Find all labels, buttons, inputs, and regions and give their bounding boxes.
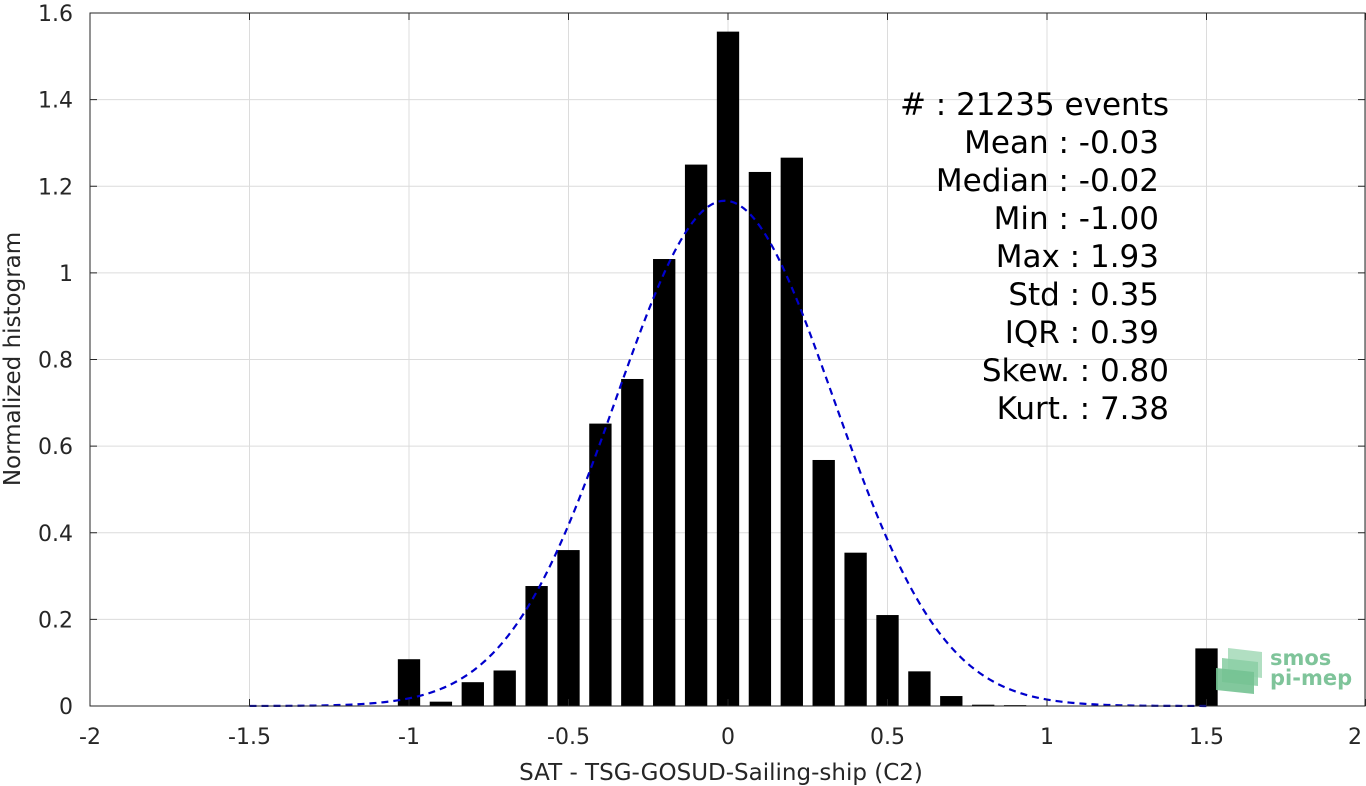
histogram-bar — [1195, 648, 1218, 706]
histogram-bar — [493, 670, 516, 706]
y-axis-tick-labels: 0 0.2 0.4 0.6 0.8 1 1.2 1.4 1.6 — [38, 2, 73, 720]
histogram-bar — [589, 423, 612, 706]
stat-line: Std : 0.35 — [1008, 277, 1159, 313]
x-tick-label: 2 — [1348, 725, 1362, 750]
histogram-bar — [876, 615, 899, 706]
histogram-bar — [812, 459, 835, 706]
histogram-bar — [621, 378, 644, 706]
stat-line: Kurt. : 7.38 — [997, 391, 1169, 427]
x-axis-label: SAT - TSG-GOSUD-Sailing-ship (C2) — [519, 760, 923, 786]
x-tick-label: -1.5 — [228, 725, 271, 750]
y-tick-label: 0.8 — [38, 349, 73, 374]
x-axis-tick-labels: -2 -1.5 -1 -0.5 0 0.5 1 1.5 2 — [79, 725, 1362, 750]
histogram-bar — [780, 157, 803, 706]
x-tick-label: 1.5 — [1189, 725, 1224, 750]
histogram-bar — [653, 259, 676, 706]
logo-stack-icon — [1216, 648, 1262, 694]
y-tick-label: 1.6 — [38, 2, 73, 27]
y-tick-label: 1.2 — [38, 175, 73, 200]
x-tick-label: -1 — [398, 725, 420, 750]
y-axis-label: Normalized histogram — [0, 232, 26, 486]
stat-line: Median : -0.02 — [936, 163, 1159, 199]
logo-text-smos: smos — [1270, 646, 1331, 670]
stat-line: Mean : -0.03 — [964, 125, 1159, 161]
stat-line: Max : 1.93 — [996, 239, 1159, 275]
x-tick-label: 0 — [721, 725, 735, 750]
stat-line: Min : -1.00 — [994, 201, 1159, 237]
histogram-bar — [716, 31, 740, 706]
histogram-bar — [940, 696, 963, 706]
y-tick-label: 1 — [59, 262, 73, 287]
y-tick-label: 0.2 — [38, 608, 73, 633]
stat-line: # : 21235 events — [900, 87, 1169, 123]
y-axis-ticks — [90, 12, 1365, 707]
x-axis-ticks — [89, 13, 1366, 706]
histogram-bar — [461, 682, 484, 706]
x-tick-label: -0.5 — [547, 725, 590, 750]
y-tick-label: 0.6 — [38, 435, 73, 460]
histogram-bar — [684, 164, 708, 706]
histogram-bar — [972, 704, 995, 706]
x-tick-label: -2 — [79, 725, 101, 750]
logo-text-pi-mep: pi-mep — [1270, 666, 1352, 690]
stat-line: IQR : 0.39 — [1005, 315, 1159, 351]
histogram-bar — [397, 659, 421, 706]
y-tick-label: 0.4 — [38, 522, 73, 547]
x-tick-label: 1 — [1040, 725, 1054, 750]
y-tick-label: 1.4 — [38, 89, 73, 114]
histogram-bar — [844, 552, 867, 706]
histogram-bar — [429, 701, 453, 706]
histogram-bars — [397, 31, 1218, 707]
histogram-bar — [908, 671, 931, 706]
histogram-bar — [748, 171, 772, 706]
histogram-bar — [557, 550, 580, 706]
smos-pi-mep-logo: smos pi-mep — [1216, 646, 1352, 694]
y-tick-label: 0 — [59, 695, 73, 720]
histogram-bar — [525, 586, 548, 706]
stat-line: Skew. : 0.80 — [982, 353, 1169, 389]
x-tick-label: 0.5 — [870, 725, 905, 750]
